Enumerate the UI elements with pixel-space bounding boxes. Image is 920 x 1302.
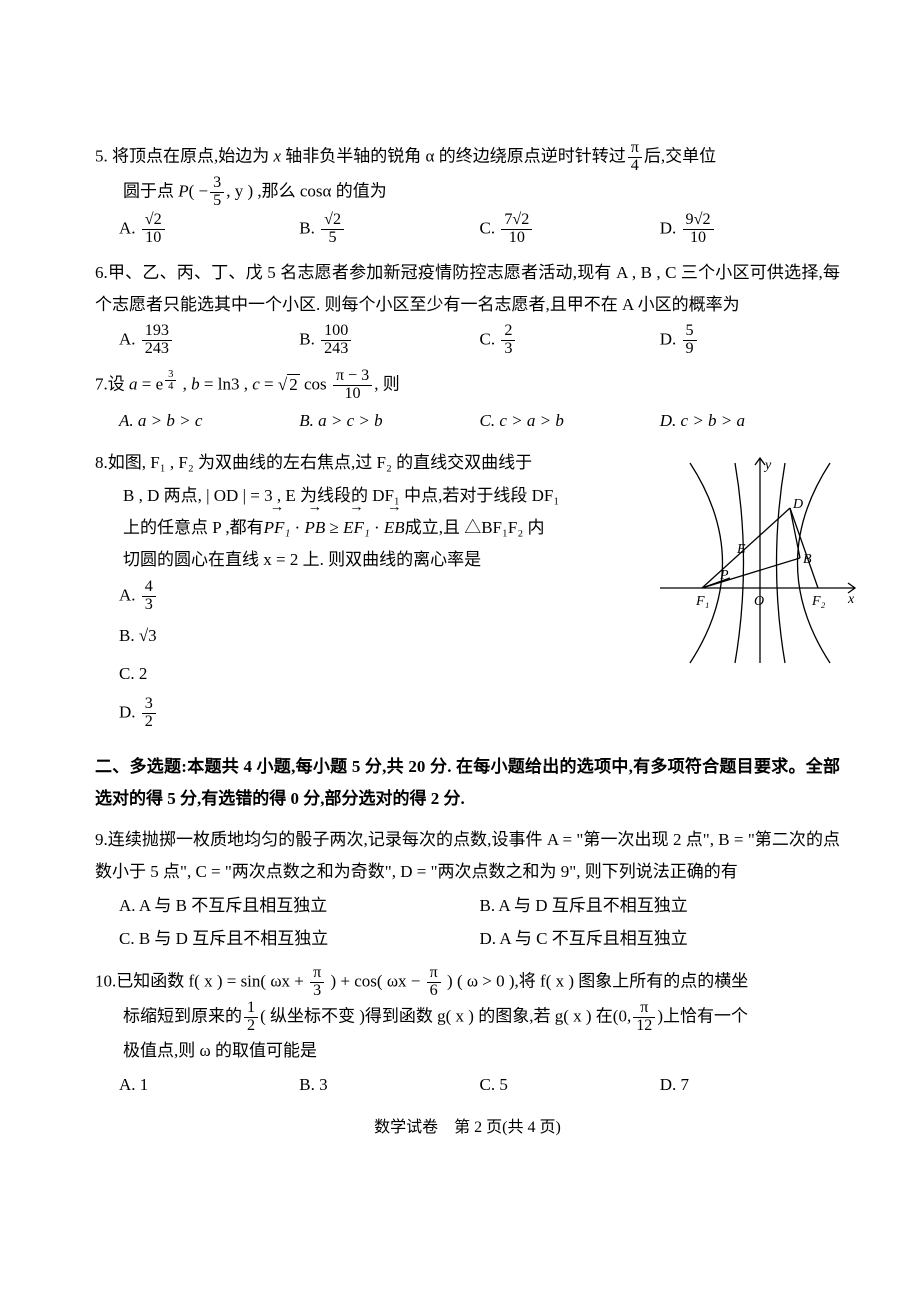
q9-text: 连续抛掷一枚质地均匀的骰子两次,记录每次的点数,设事件 A = "第一次出现 2…	[95, 830, 840, 881]
question-6: 6.甲、乙、丙、丁、戊 5 名志愿者参加新冠疫情防控志愿者活动,现有 A , B…	[95, 257, 840, 359]
q10-num: 10.	[95, 971, 116, 990]
q9-opts: A. A 与 B 不互斥且相互独立 B. A 与 D 互斥且不相互独立 C. B…	[95, 890, 840, 955]
q10-stem: 10.已知函数 f( x ) = sin( ωx + π3 ) + cos( ω…	[95, 965, 840, 1067]
q5-frac2: 35	[210, 175, 224, 210]
q8-opt-d: D. 32	[119, 696, 640, 731]
q7-opts: A. a > b > c B. a > c > b C. c > a > b D…	[95, 405, 840, 437]
q5-stem2: 圆于点 P( −35, y ) ,那么 cosα 的值为	[95, 175, 840, 210]
q9-opt-a: A. A 与 B 不互斥且相互独立	[119, 890, 480, 922]
q6-text: 甲、乙、丙、丁、戊 5 名志愿者参加新冠疫情防控志愿者活动,现有 A , B ,…	[95, 263, 840, 314]
question-7: 7.设 a = e34 , b = ln3 , c = 2 cos π − 31…	[95, 368, 840, 437]
diag-o: O	[754, 594, 764, 609]
q7-opt-c: C. c > a > b	[480, 405, 660, 437]
q5-stem: 5. 将顶点在原点,始边为 x 轴非负半轴的锐角 α 的终边绕原点逆时针转过π4…	[95, 140, 840, 175]
q8-opt-b: B. √3	[119, 620, 640, 652]
diag-y: y	[763, 458, 772, 473]
q9-num: 9.	[95, 830, 108, 849]
q6-opt-a: A. 193243	[119, 323, 299, 358]
diag-x: x	[847, 592, 855, 607]
q7-num: 7.	[95, 375, 108, 394]
q5-l2a: 圆于点	[123, 181, 178, 200]
q5-opt-b: B. √25	[299, 212, 479, 247]
diag-f2: F₂	[811, 594, 826, 609]
q5-t3: 后,交单位	[644, 146, 716, 165]
q5-t1: 将顶点在原点,始边为	[112, 146, 274, 165]
q6-opt-c: C. 23	[480, 323, 660, 358]
q5-num: 5.	[95, 146, 108, 165]
q7-stem: 7.设 a = e34 , b = ln3 , c = 2 cos π − 31…	[95, 368, 840, 403]
diag-e: E	[736, 542, 746, 557]
q5-opt-c: C. 7√210	[480, 212, 660, 247]
q5-opts: A. √210 B. √25 C. 7√210 D. 9√210	[95, 212, 840, 247]
q6-stem: 6.甲、乙、丙、丁、戊 5 名志愿者参加新冠疫情防控志愿者活动,现有 A , B…	[95, 257, 840, 322]
q10-opt-a: A. 1	[119, 1069, 299, 1101]
hyperbola-diagram: y x F₁ O F₂ D E B P	[660, 453, 860, 673]
diag-f1: F₁	[695, 594, 709, 609]
q10-opt-b: B. 3	[299, 1069, 479, 1101]
q10-opt-c: C. 5	[480, 1069, 660, 1101]
q5-x: x	[274, 146, 282, 165]
q5-frac1: π4	[628, 140, 642, 175]
q8-opt-c: C. 2	[119, 658, 640, 690]
q10-opt-d: D. 7	[660, 1069, 840, 1101]
q5-opt-a: A. √210	[119, 212, 299, 247]
question-10: 10.已知函数 f( x ) = sin( ωx + π3 ) + cos( ω…	[95, 965, 840, 1101]
q5-t2: 轴非负半轴的锐角 α 的终边绕原点逆时针转过	[281, 146, 626, 165]
q5-P: P	[178, 181, 188, 200]
q6-num: 6.	[95, 263, 108, 282]
question-9: 9.连续抛掷一枚质地均匀的骰子两次,记录每次的点数,设事件 A = "第一次出现…	[95, 824, 840, 955]
q5-lp: ( −	[189, 181, 209, 200]
section-2-header: 二、多选题:本题共 4 小题,每小题 5 分,共 20 分. 在每小题给出的选项…	[95, 751, 840, 816]
diag-d: D	[792, 497, 803, 512]
q5-opt-d: D. 9√210	[660, 212, 840, 247]
q9-opt-c: C. B 与 D 互斥且不相互独立	[119, 923, 480, 955]
q8-num: 8.	[95, 453, 108, 472]
diag-b: B	[803, 552, 812, 567]
q6-opt-d: D. 59	[660, 323, 840, 358]
q9-opt-b: B. A 与 D 互斥且不相互独立	[480, 890, 841, 922]
q7-opt-b: B. a > c > b	[299, 405, 479, 437]
q6-opts: A. 193243 B. 100243 C. 23 D. 59	[95, 323, 840, 358]
question-5: 5. 将顶点在原点,始边为 x 轴非负半轴的锐角 α 的终边绕原点逆时针转过π4…	[95, 140, 840, 247]
page-footer: 数学试卷 第 2 页(共 4 页)	[95, 1113, 840, 1143]
q8-opt-a: A. 43	[119, 579, 640, 614]
q9-opt-d: D. A 与 C 不互斥且相互独立	[480, 923, 841, 955]
q7-opt-a: A. a > b > c	[119, 405, 299, 437]
diag-p: P	[719, 568, 729, 583]
q9-stem: 9.连续抛掷一枚质地均匀的骰子两次,记录每次的点数,设事件 A = "第一次出现…	[95, 824, 840, 889]
q6-opt-b: B. 100243	[299, 323, 479, 358]
q7-opt-d: D. c > b > a	[660, 405, 840, 437]
question-8: y x F₁ O F₂ D E B P 8.如图, F₁ , F₂ 为双曲线的左…	[95, 447, 840, 737]
q10-opts: A. 1 B. 3 C. 5 D. 7	[95, 1069, 840, 1101]
q5-rp: , y ) ,那么 cosα 的值为	[226, 181, 386, 200]
